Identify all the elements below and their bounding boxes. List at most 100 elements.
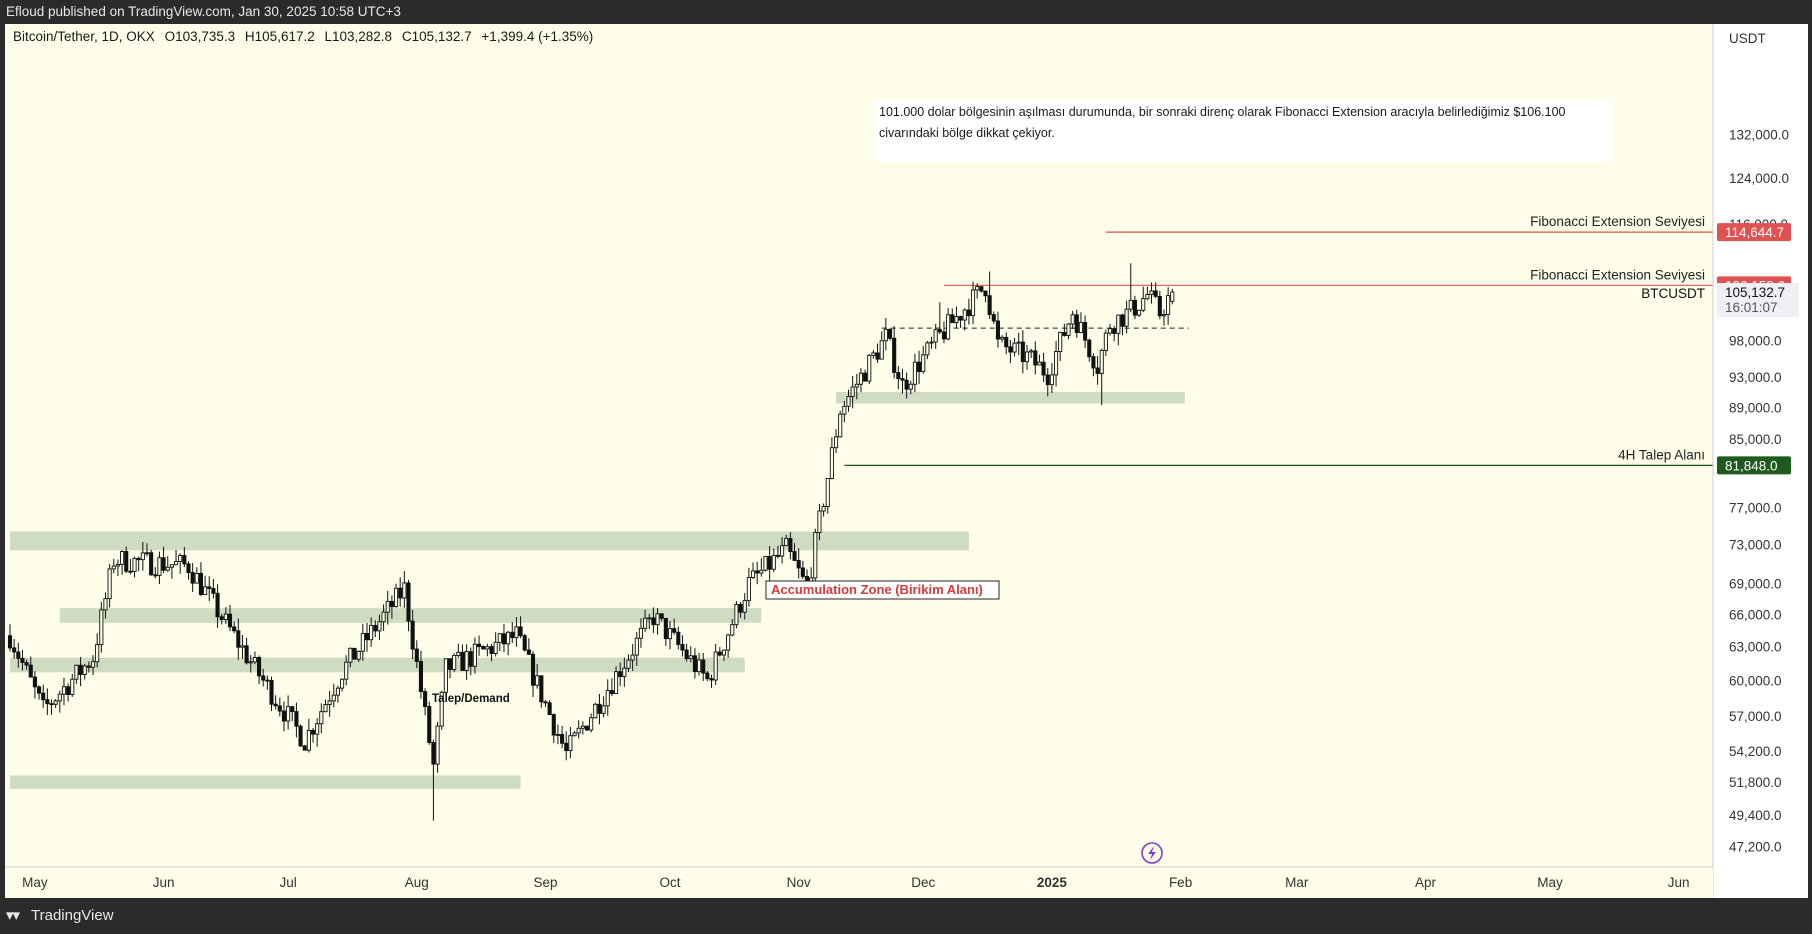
candle-body (186, 563, 191, 573)
candle (443, 658, 448, 694)
candle (57, 690, 62, 713)
zones-layer (10, 392, 1185, 789)
candle (149, 549, 154, 576)
candle-body (584, 725, 590, 731)
candle-body (273, 703, 278, 707)
chart-area[interactable]: Fibonacci Extension Seviyesi Fibonacci Ex… (5, 24, 1808, 898)
candle (186, 561, 191, 580)
candle (551, 713, 556, 743)
candle (261, 668, 266, 687)
candle (302, 744, 307, 751)
candle (780, 537, 785, 564)
candle (526, 638, 531, 656)
candle (821, 503, 826, 517)
candle (1112, 325, 1117, 342)
candle (423, 688, 428, 716)
candle-body (846, 395, 851, 407)
candle-body (543, 701, 548, 704)
candle (157, 551, 162, 584)
candle-body (1033, 350, 1038, 366)
candle (447, 658, 453, 679)
candle-body (892, 337, 897, 373)
candle (1166, 287, 1171, 325)
candle (1116, 314, 1121, 346)
demand-zone (10, 775, 521, 789)
candle (912, 353, 917, 393)
candle (1153, 282, 1158, 299)
candle-body (622, 667, 627, 678)
candle (49, 699, 54, 715)
candle-body (281, 710, 287, 722)
candle-body (319, 711, 324, 725)
candle-body (335, 687, 340, 696)
candle (530, 651, 536, 698)
candle-body (215, 592, 220, 618)
candle (900, 368, 905, 394)
candle-body (7, 635, 13, 649)
candle-body (879, 340, 884, 360)
candle (522, 633, 527, 652)
candle (319, 703, 324, 734)
candle-body (120, 551, 125, 565)
candle-body (887, 328, 893, 339)
candle (190, 563, 195, 592)
candle (227, 604, 233, 632)
candle (638, 618, 644, 648)
candle-body (477, 643, 482, 648)
candle-body (1153, 290, 1158, 297)
candle-body (1091, 356, 1096, 369)
time-tick-label: May (1537, 875, 1563, 890)
price-chart[interactable]: Fibonacci Extension Seviyesi Fibonacci Ex… (5, 24, 1808, 898)
candle-body (373, 624, 378, 632)
candle (132, 556, 137, 578)
candle-body (364, 633, 370, 641)
candle-body (66, 686, 71, 695)
candle-body (227, 613, 233, 628)
candle-body (1054, 351, 1059, 376)
flash-icon[interactable] (1141, 842, 1163, 864)
candle-body (867, 354, 872, 382)
candle (452, 653, 457, 673)
candle-body (190, 572, 195, 584)
candle-body (854, 383, 859, 388)
candle-body (402, 582, 407, 599)
candle-body (497, 633, 502, 643)
candle (560, 725, 565, 749)
candle (439, 690, 444, 730)
candle (244, 637, 249, 665)
candle (82, 663, 87, 680)
candle (103, 592, 108, 619)
candle (829, 437, 834, 480)
candle (1058, 331, 1063, 362)
candle (647, 613, 652, 630)
candle-body (601, 705, 606, 714)
candle (800, 560, 805, 580)
candle (713, 644, 718, 685)
candle-body (501, 633, 507, 645)
candle (958, 315, 963, 329)
candle (879, 331, 884, 360)
current-symbol-label: BTCUSDT (1641, 286, 1705, 301)
candle (219, 613, 224, 625)
candle-body (49, 703, 54, 706)
level-label: Fibonacci Extension Seviyesi (1530, 214, 1705, 229)
accumulation-label: Accumulation Zone (Birikim Alanı) (765, 580, 1000, 600)
low-value: L103,282.8 (325, 29, 393, 44)
candle-body (294, 711, 299, 727)
candle (539, 675, 544, 708)
candle (904, 372, 909, 399)
price-tick-label: 51,800.0 (1729, 775, 1782, 790)
candle (734, 601, 739, 629)
candle (306, 718, 311, 753)
candle (667, 620, 673, 650)
candle-body (912, 361, 917, 385)
candle-body (393, 587, 399, 608)
candle (203, 575, 208, 595)
candle (1137, 309, 1142, 318)
candle-body (547, 702, 552, 716)
candle (975, 283, 980, 299)
candle (340, 678, 345, 692)
candle (954, 306, 959, 329)
candle-body (813, 532, 818, 579)
candle (1141, 286, 1146, 313)
